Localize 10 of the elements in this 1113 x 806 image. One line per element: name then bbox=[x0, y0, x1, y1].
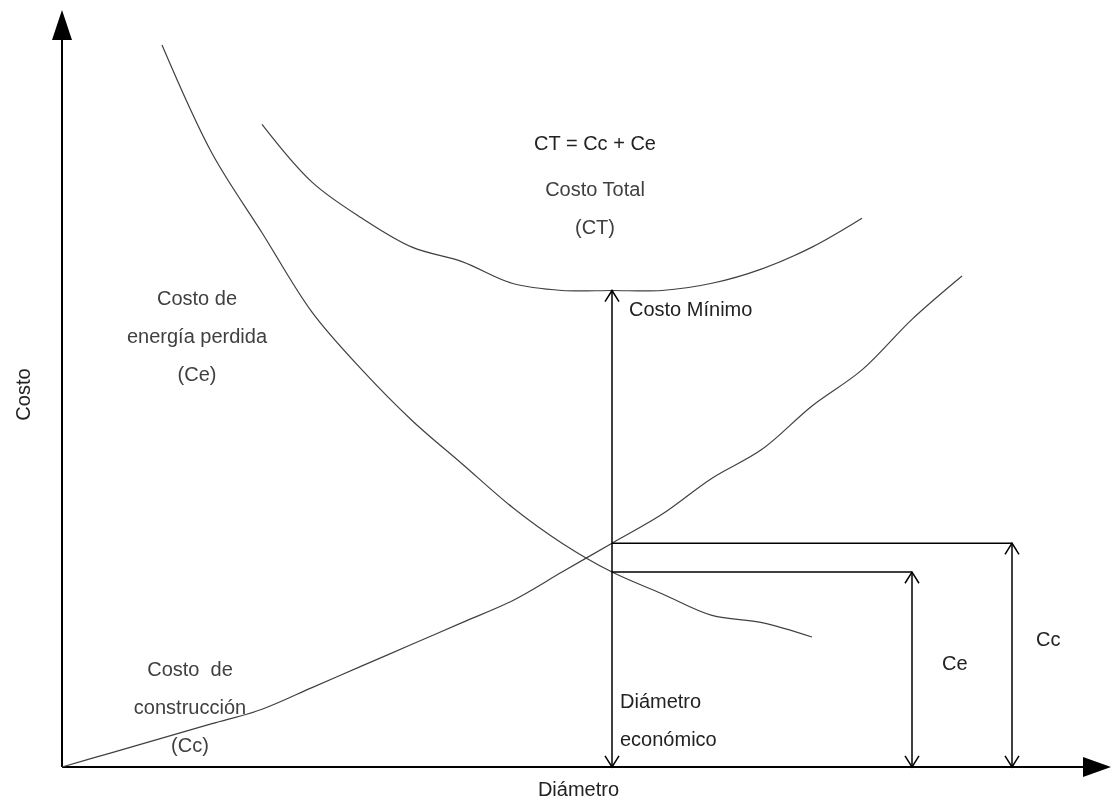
annotation: CT = Cc + Ce bbox=[534, 132, 656, 154]
annotation: Cc bbox=[1036, 628, 1061, 650]
x-axis-title: Diámetro bbox=[537, 778, 620, 800]
y-axis-title: Costo bbox=[12, 368, 34, 421]
series-label: Costo de energía perdida (Ce) bbox=[126, 287, 268, 385]
series-label: Costo de construcción (Cc) bbox=[133, 658, 247, 756]
annotation: Diámetro económico bbox=[620, 690, 717, 750]
annotation: Ce bbox=[942, 652, 968, 674]
annotation: Costo Mínimo bbox=[629, 298, 753, 321]
text: Costo Total (CT) bbox=[545, 178, 645, 238]
